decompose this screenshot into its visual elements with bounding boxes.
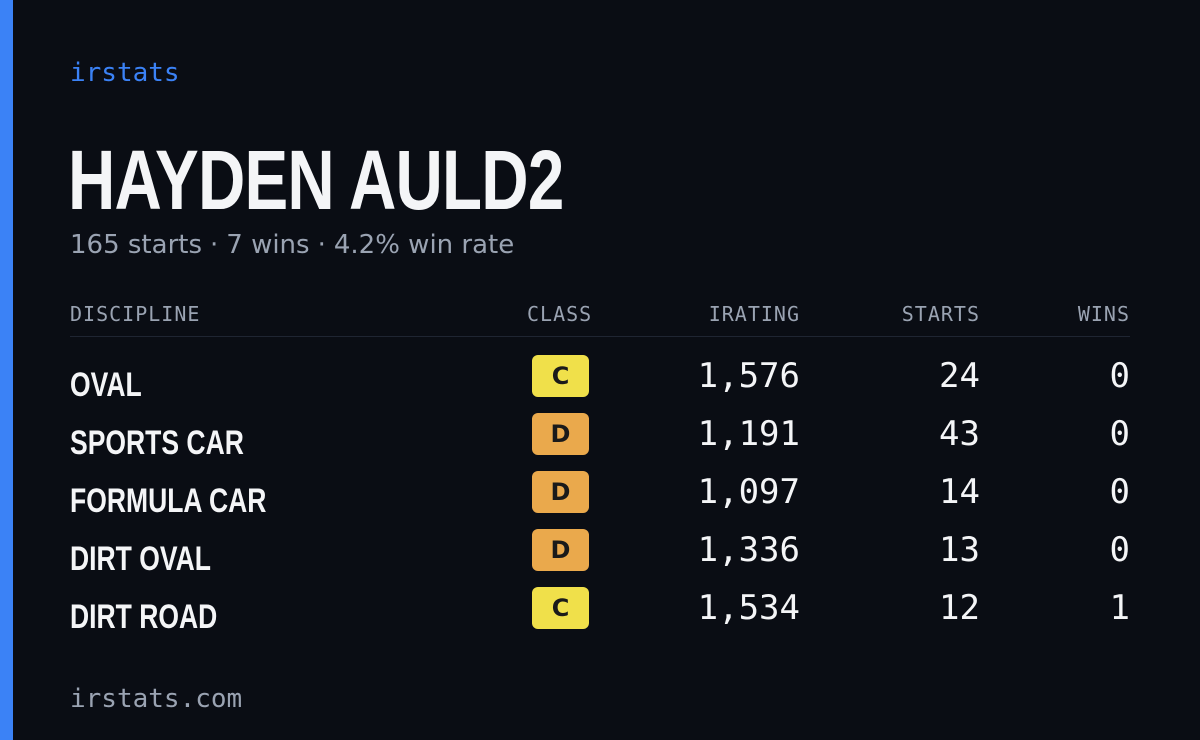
starts-value: 14	[939, 472, 980, 512]
accent-bar	[0, 0, 13, 740]
header-wins: WINS	[1077, 302, 1130, 326]
irating-value: 1,336	[697, 530, 800, 570]
table-row: DIRT ROAD C 1,534 12 1	[70, 585, 1130, 643]
class-badge: D	[532, 529, 589, 571]
class-badge: D	[532, 413, 589, 455]
irating-value: 1,097	[697, 472, 800, 512]
summary-win-rate: 4.2% win rate	[333, 230, 515, 260]
class-badge: C	[532, 587, 589, 629]
header-class: CLASS	[527, 302, 593, 326]
class-badge: D	[532, 471, 589, 513]
irating-value: 1,534	[697, 588, 800, 628]
table-row: OVAL C 1,576 24 0	[70, 353, 1130, 411]
header-discipline: DISCIPLINE	[70, 302, 201, 326]
class-badge: C	[532, 355, 589, 397]
table-row: DIRT OVAL D 1,336 13 0	[70, 527, 1130, 585]
wins-value: 0	[1109, 414, 1130, 454]
table-row: SPORTS CAR D 1,191 43 0	[70, 411, 1130, 469]
summary-starts: 165 starts	[70, 230, 202, 260]
discipline-stats-table: DISCIPLINE CLASS IRATING STARTS WINS OVA…	[70, 296, 1130, 643]
summary-wins: 7 wins	[226, 230, 310, 260]
irating-value: 1,576	[697, 356, 800, 396]
wins-value: 0	[1109, 472, 1130, 512]
wins-value: 0	[1109, 530, 1130, 570]
starts-value: 13	[939, 530, 980, 570]
header-irating: IRATING	[708, 302, 800, 326]
table-body: OVAL C 1,576 24 0 SPORTS CAR D 1,191 43 …	[70, 353, 1130, 643]
player-name: HAYDEN AULD2	[68, 133, 564, 227]
starts-value: 43	[939, 414, 980, 454]
discipline-name: DIRT ROAD	[70, 598, 218, 636]
summary-separator: ·	[210, 230, 219, 260]
discipline-name: FORMULA CAR	[70, 482, 267, 520]
discipline-name: DIRT OVAL	[70, 540, 211, 578]
irating-value: 1,191	[697, 414, 800, 454]
summary-separator: ·	[317, 230, 326, 260]
header-starts: STARTS	[901, 302, 980, 326]
brand-logo-text: irstats	[70, 58, 180, 88]
discipline-name: SPORTS CAR	[70, 424, 244, 462]
discipline-name: OVAL	[70, 366, 142, 404]
starts-value: 12	[939, 588, 980, 628]
career-summary: 165 starts · 7 wins · 4.2% win rate	[70, 228, 514, 262]
table-header: DISCIPLINE CLASS IRATING STARTS WINS	[70, 296, 1130, 337]
table-row: FORMULA CAR D 1,097 14 0	[70, 469, 1130, 527]
wins-value: 1	[1109, 588, 1130, 628]
starts-value: 24	[939, 356, 980, 396]
wins-value: 0	[1109, 356, 1130, 396]
footer-site-link[interactable]: irstats.com	[70, 684, 243, 714]
